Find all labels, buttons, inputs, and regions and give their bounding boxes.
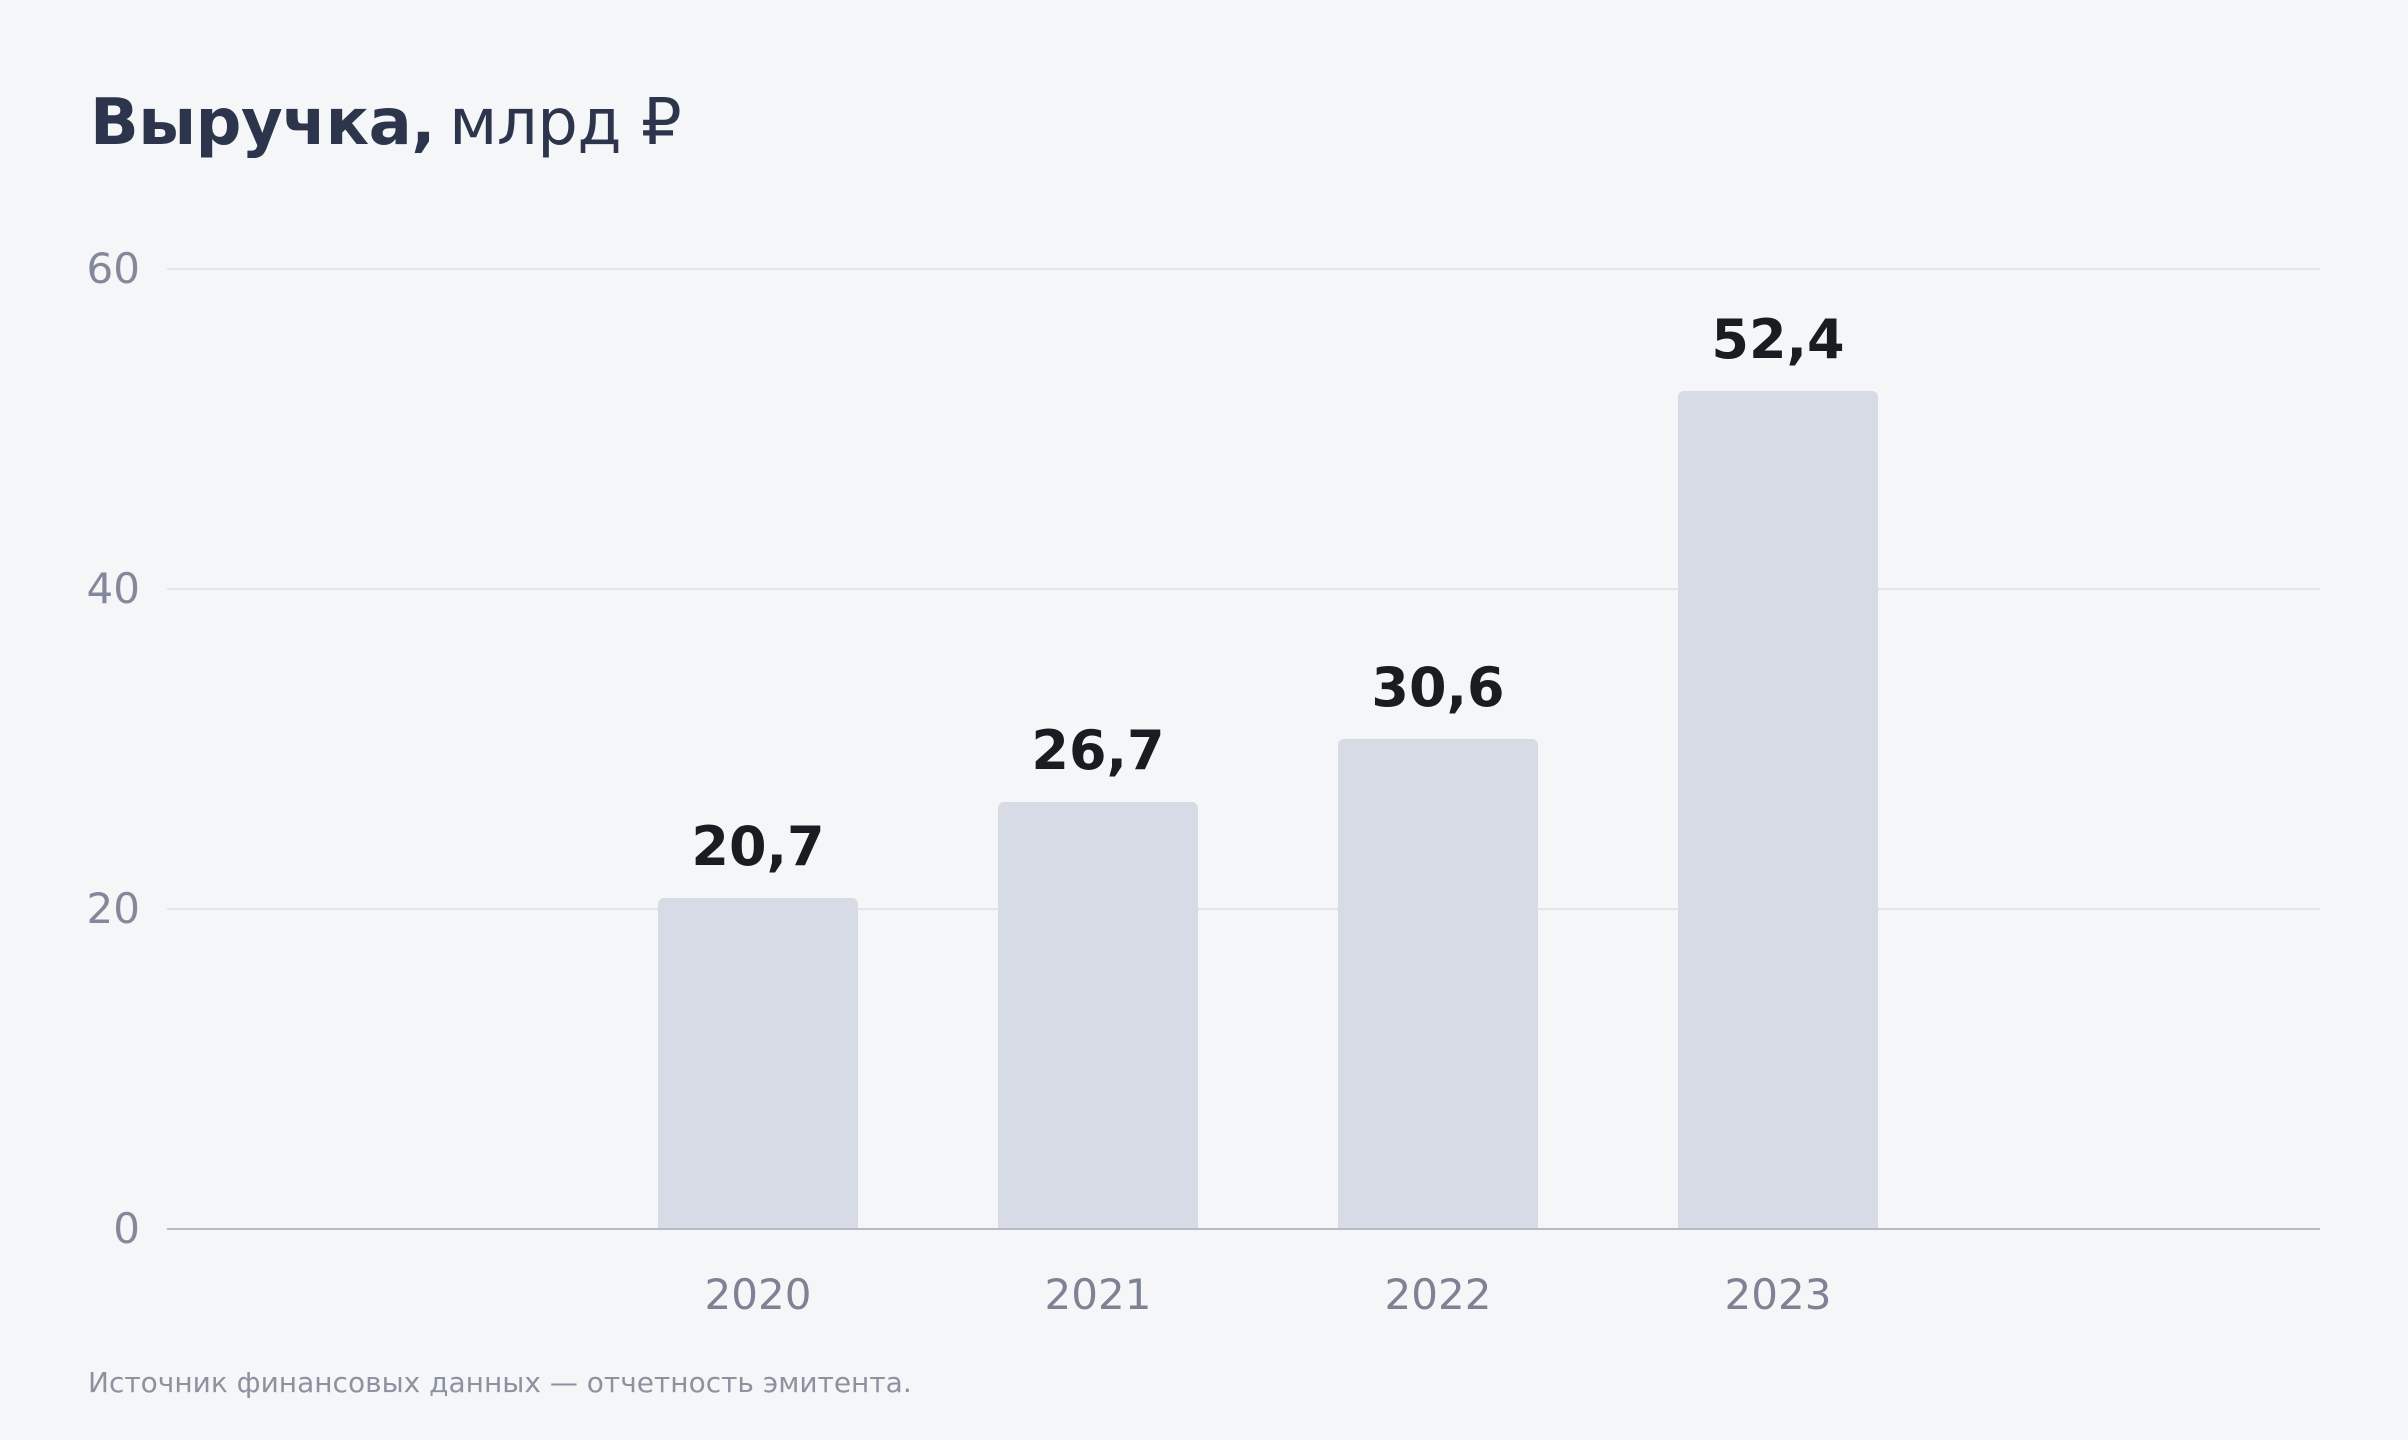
gridline bbox=[167, 268, 2320, 270]
y-tick-label: 40 bbox=[86, 564, 140, 613]
y-tick-label: 60 bbox=[86, 244, 140, 293]
chart-title: Выручка, млрд ₽ bbox=[90, 86, 682, 160]
bar-value-label: 52,4 bbox=[1711, 307, 1845, 371]
chart-title-main: Выручка, bbox=[90, 86, 436, 160]
bar-value-label: 30,6 bbox=[1371, 656, 1505, 720]
bar-value-label: 20,7 bbox=[691, 814, 825, 878]
bar-2021 bbox=[998, 801, 1198, 1229]
source-note: Источник финансовых данных — отчетность … bbox=[88, 1366, 912, 1399]
x-tick-label: 2022 bbox=[1384, 1270, 1492, 1319]
bar-2020 bbox=[658, 897, 858, 1229]
x-tick-label: 2023 bbox=[1724, 1270, 1832, 1319]
gridline bbox=[167, 908, 2320, 910]
y-tick-label: 0 bbox=[113, 1204, 140, 1253]
y-tick-label: 20 bbox=[86, 884, 140, 933]
bar-2022 bbox=[1338, 739, 1538, 1229]
x-axis-baseline bbox=[167, 1228, 2320, 1230]
x-tick-label: 2021 bbox=[1044, 1270, 1152, 1319]
bar-2023 bbox=[1678, 390, 1878, 1229]
bar-value-label: 26,7 bbox=[1031, 718, 1165, 782]
gridline bbox=[167, 588, 2320, 590]
x-tick-label: 2020 bbox=[704, 1270, 812, 1319]
chart-title-unit: млрд ₽ bbox=[449, 86, 682, 160]
